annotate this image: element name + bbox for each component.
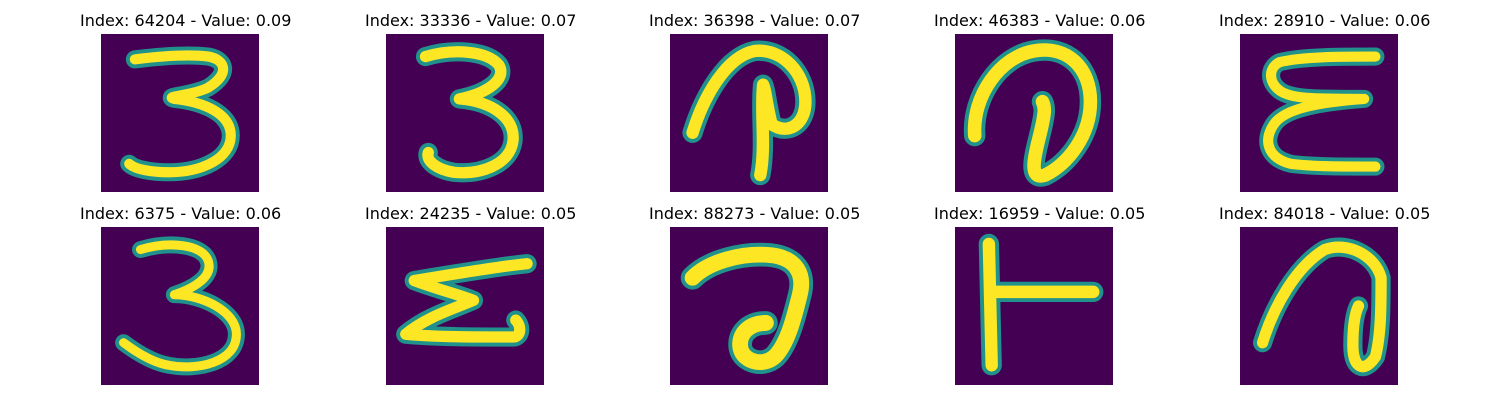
digit-image	[670, 34, 828, 192]
panel-title: Index: 88273 - Value: 0.05	[649, 204, 861, 223]
panel-title: Index: 84018 - Value: 0.05	[1219, 204, 1431, 223]
panel-title: Index: 6375 - Value: 0.06	[80, 204, 282, 223]
panel-title: Index: 16959 - Value: 0.05	[934, 204, 1146, 223]
panel-title: Index: 64204 - Value: 0.09	[80, 11, 292, 30]
digit-image	[1240, 34, 1398, 192]
panel-title: Index: 36398 - Value: 0.07	[649, 11, 861, 30]
digit-image	[955, 34, 1113, 192]
panel-title: Index: 28910 - Value: 0.06	[1219, 11, 1431, 30]
panel-title: Index: 33336 - Value: 0.07	[365, 11, 577, 30]
digit-image	[386, 34, 544, 192]
digit-image	[955, 227, 1113, 385]
panel-title: Index: 24235 - Value: 0.05	[365, 204, 577, 223]
digit-image	[1240, 227, 1398, 385]
panel-title: Index: 46383 - Value: 0.06	[934, 11, 1146, 30]
digit-image	[101, 34, 259, 192]
digit-image	[670, 227, 828, 385]
digit-image	[101, 227, 259, 385]
digit-image	[386, 227, 544, 385]
